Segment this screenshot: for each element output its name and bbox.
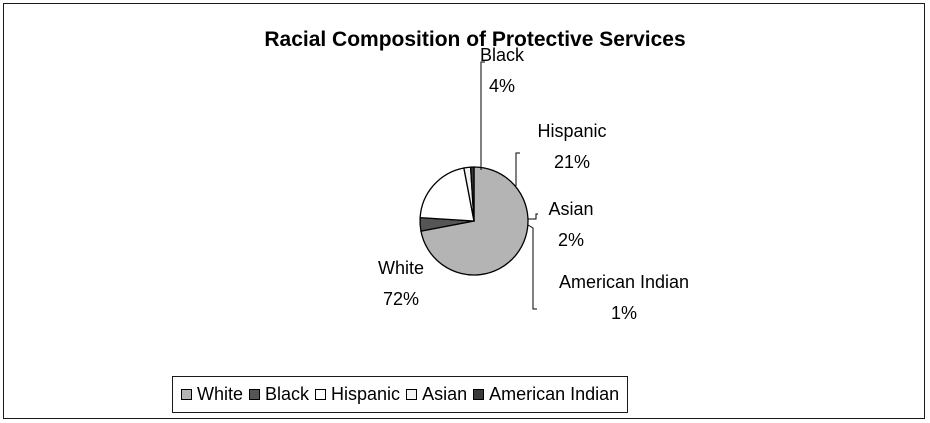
legend-label-black: Black (265, 384, 310, 404)
chart-title: Racial Composition of Protective Service… (264, 28, 685, 51)
data-label-black-name: Black (480, 45, 525, 65)
data-label-white-name: White (378, 258, 424, 278)
legend-item-black: Black (249, 384, 309, 405)
legend-swatch-hispanic (315, 389, 327, 400)
legend-label-hispanic: Hispanic (331, 384, 401, 404)
legend-label-white: White (197, 384, 244, 404)
legend-swatch-black (249, 389, 261, 400)
pie-slice-american-indian (469, 166, 475, 222)
legend-item-asian: Asian (406, 384, 467, 405)
data-label-american-indian-name: American Indian (559, 272, 689, 292)
legend-swatch-asian (406, 389, 418, 400)
legend-item-white: White (181, 384, 243, 405)
leader-line-asian (528, 213, 538, 220)
data-label-black-percent: 4% (489, 76, 515, 96)
data-label-american-indian-percent: 1% (611, 303, 637, 323)
leader-line-american-indian (527, 224, 537, 310)
pie-slice-hispanic (419, 167, 475, 222)
legend-item-american-indian: American Indian (473, 384, 619, 405)
data-label-asian-percent: 2% (558, 230, 584, 250)
leader-line-hispanic (515, 152, 520, 186)
legend-swatch-american-indian (473, 389, 485, 400)
leader-line-black (480, 61, 485, 170)
legend-item-hispanic: Hispanic (315, 384, 400, 405)
data-label-hispanic-name: Hispanic (537, 121, 606, 141)
data-label-hispanic-percent: 21% (554, 152, 590, 172)
legend-label-asian: Asian (422, 384, 468, 404)
data-label-white-percent: 72% (383, 289, 419, 309)
legend-label-american-indian: American Indian (489, 384, 620, 404)
chart-legend: White Black Hispanic Asian American Indian (172, 376, 629, 413)
legend-swatch-white (181, 389, 192, 400)
data-label-asian-name: Asian (548, 199, 593, 219)
